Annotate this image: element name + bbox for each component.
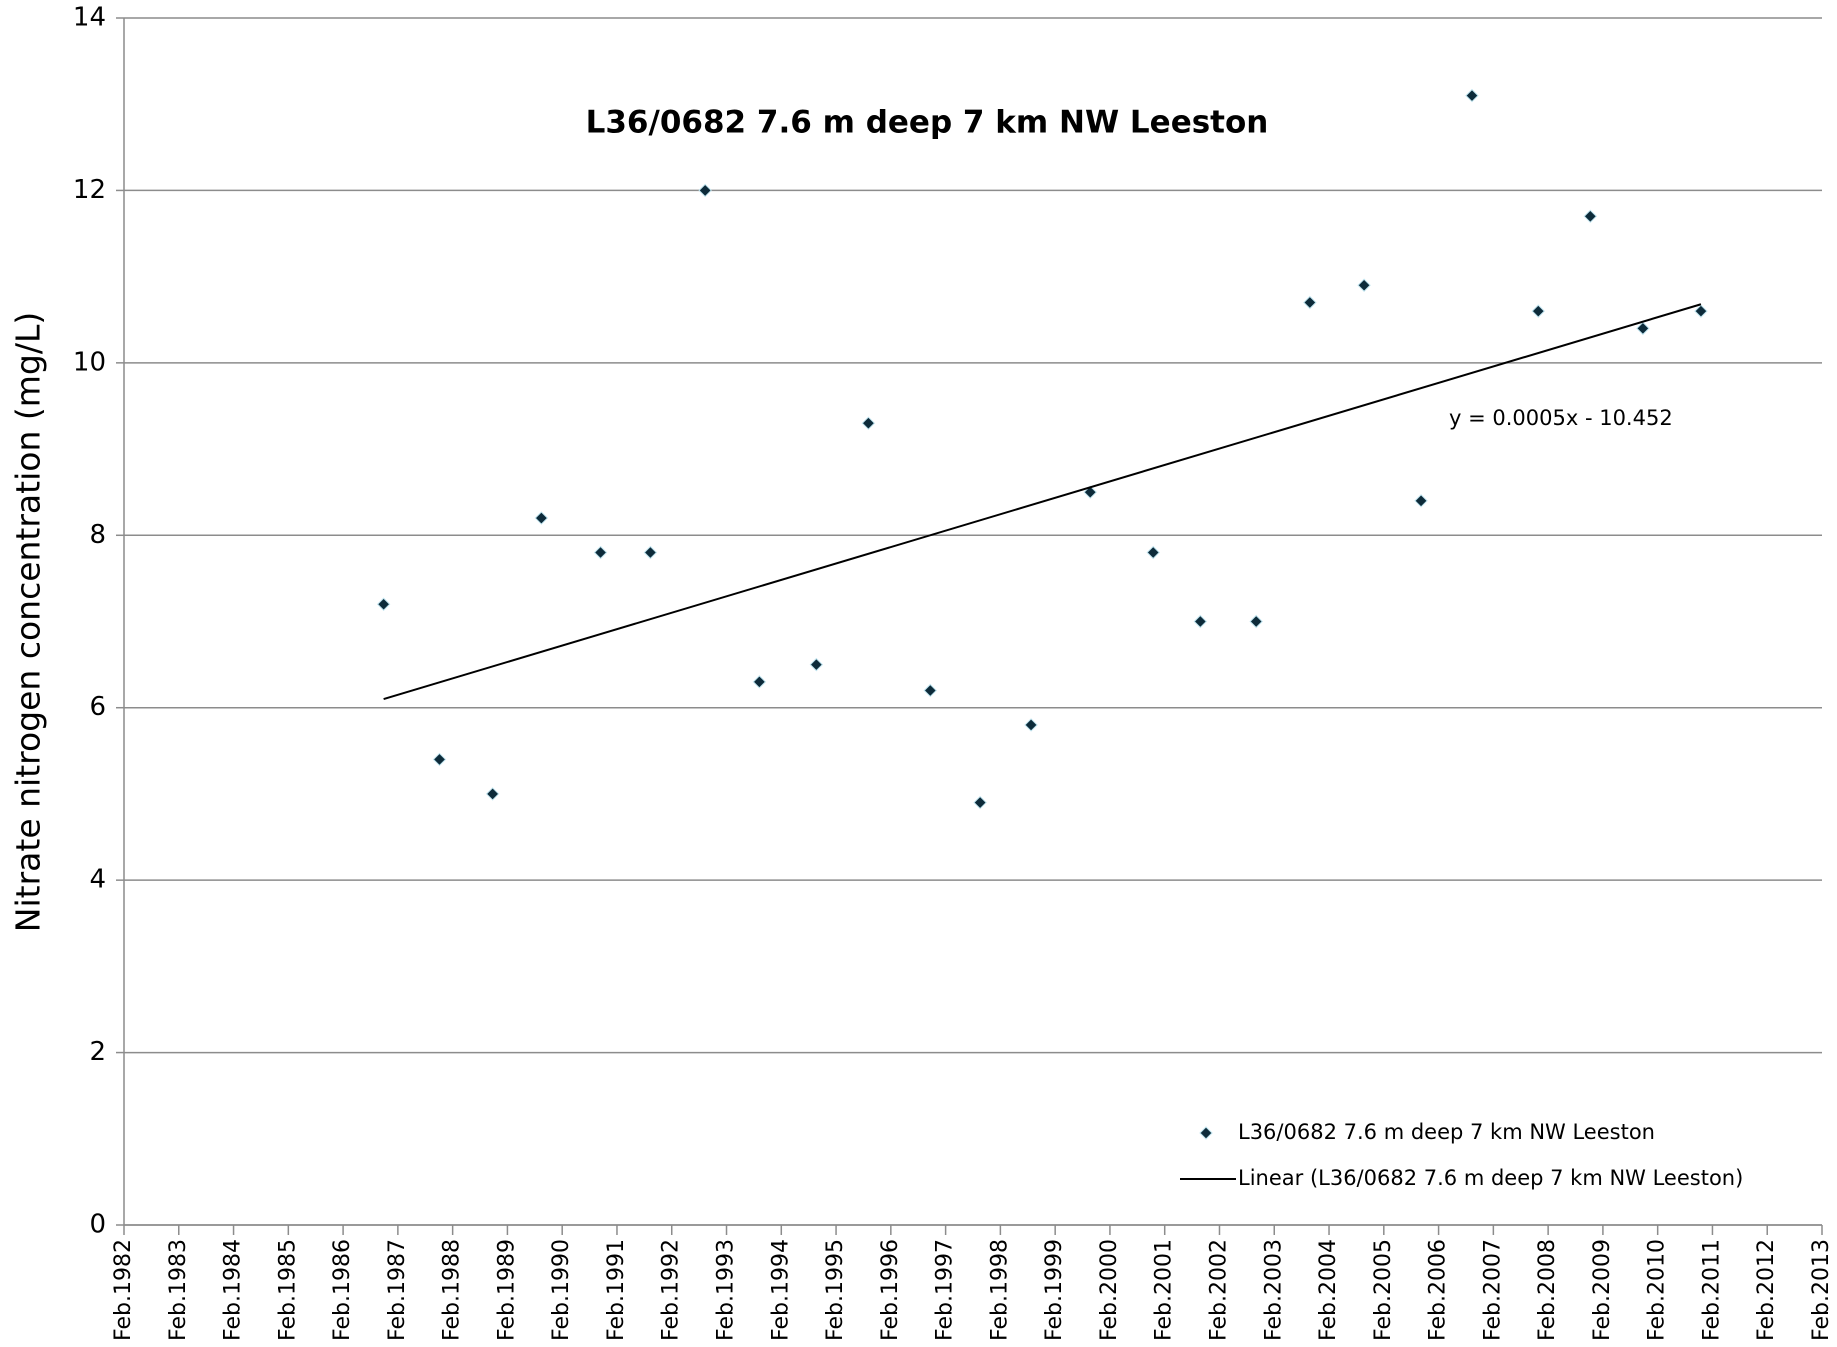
y-tick-label: 10 <box>73 347 106 377</box>
x-tick-label: Feb.2009 <box>1590 1239 1615 1341</box>
x-tick-label: Feb.1992 <box>659 1239 684 1341</box>
point <box>1249 614 1263 629</box>
x-tick-label: Feb.1982 <box>111 1239 136 1341</box>
x-tick-label: Feb.1997 <box>933 1239 958 1341</box>
point <box>1414 494 1428 508</box>
point <box>1303 295 1317 310</box>
point <box>1531 304 1545 318</box>
x-tick-label: Feb.1984 <box>221 1239 246 1341</box>
point <box>432 752 447 767</box>
x-tick-label: Feb.2008 <box>1535 1239 1560 1341</box>
y-tick-label: 14 <box>73 3 106 33</box>
point <box>1193 614 1208 629</box>
y-tick-label: 4 <box>89 865 106 895</box>
point <box>1583 209 1598 224</box>
x-tick-label: Feb.1985 <box>275 1239 300 1341</box>
x-tick-label: Feb.2002 <box>1206 1239 1231 1341</box>
y-tick-label: 6 <box>89 692 106 722</box>
x-tick-label: Feb.2010 <box>1645 1239 1670 1341</box>
x-tick-label: Feb.2012 <box>1754 1239 1779 1341</box>
x-tick-label: Feb.1983 <box>166 1239 191 1341</box>
point <box>643 545 658 560</box>
point <box>923 683 937 698</box>
x-tick-label: Feb.2013 <box>1809 1239 1834 1341</box>
point <box>485 787 500 801</box>
point <box>1024 718 1038 732</box>
point <box>534 511 549 525</box>
x-tick-label: Feb.1989 <box>494 1239 519 1341</box>
point <box>593 545 608 560</box>
y-tick-label: 8 <box>89 520 106 550</box>
point <box>1146 545 1160 560</box>
x-tick-label: Feb.1995 <box>823 1239 848 1341</box>
point <box>698 183 712 198</box>
point <box>1357 278 1371 292</box>
x-tick-label: Feb.2001 <box>1152 1239 1177 1341</box>
x-tick-label: Feb.1986 <box>330 1239 355 1341</box>
point <box>809 657 824 672</box>
point <box>1694 304 1708 318</box>
x-tick-label: Feb.2004 <box>1316 1239 1341 1341</box>
x-tick-label: Feb.1988 <box>440 1239 465 1341</box>
x-tick-label: Feb.2005 <box>1371 1239 1396 1341</box>
x-tick-label: Feb.1990 <box>549 1239 574 1341</box>
x-tick-label: Feb.2011 <box>1699 1239 1724 1341</box>
legend-label: L36/0682 7.6 m deep 7 km NW Leeston <box>1238 1120 1655 1144</box>
point <box>752 675 767 689</box>
point <box>376 597 391 611</box>
y-tick-label: 0 <box>89 1210 106 1240</box>
trend-equation: y = 0.0005x - 10.452 <box>1449 406 1673 430</box>
x-tick-label: Feb.1999 <box>1042 1239 1067 1341</box>
x-tick-label: Feb.2007 <box>1480 1239 1505 1341</box>
trend-line <box>383 303 1702 701</box>
point <box>861 416 876 430</box>
x-tick-label: Feb.1993 <box>714 1239 739 1341</box>
x-tick-label: Feb.1987 <box>385 1239 410 1341</box>
y-axis-label: Nitrate nitrogen concentration (mg/L) <box>9 312 48 932</box>
point <box>1636 321 1650 336</box>
legend-marker <box>1199 1126 1213 1140</box>
x-tick-label: Feb.2003 <box>1261 1239 1286 1341</box>
x-tick-label: Feb.1998 <box>987 1239 1012 1341</box>
x-tick-label: Feb.1996 <box>878 1239 903 1341</box>
y-tick-label: 2 <box>89 1037 106 1067</box>
x-tick-label: Feb.2006 <box>1426 1239 1451 1341</box>
x-tick-label: Feb.1991 <box>604 1239 629 1341</box>
legend-label: Linear (L36/0682 7.6 m deep 7 km NW Lees… <box>1238 1166 1743 1190</box>
point <box>973 795 987 810</box>
y-tick-label: 12 <box>73 175 106 205</box>
point <box>1465 88 1479 103</box>
x-tick-label: Feb.2000 <box>1097 1239 1122 1341</box>
chart-title: L36/0682 7.6 m deep 7 km NW Leeston <box>586 105 1269 141</box>
x-tick-label: Feb.1994 <box>768 1239 793 1341</box>
